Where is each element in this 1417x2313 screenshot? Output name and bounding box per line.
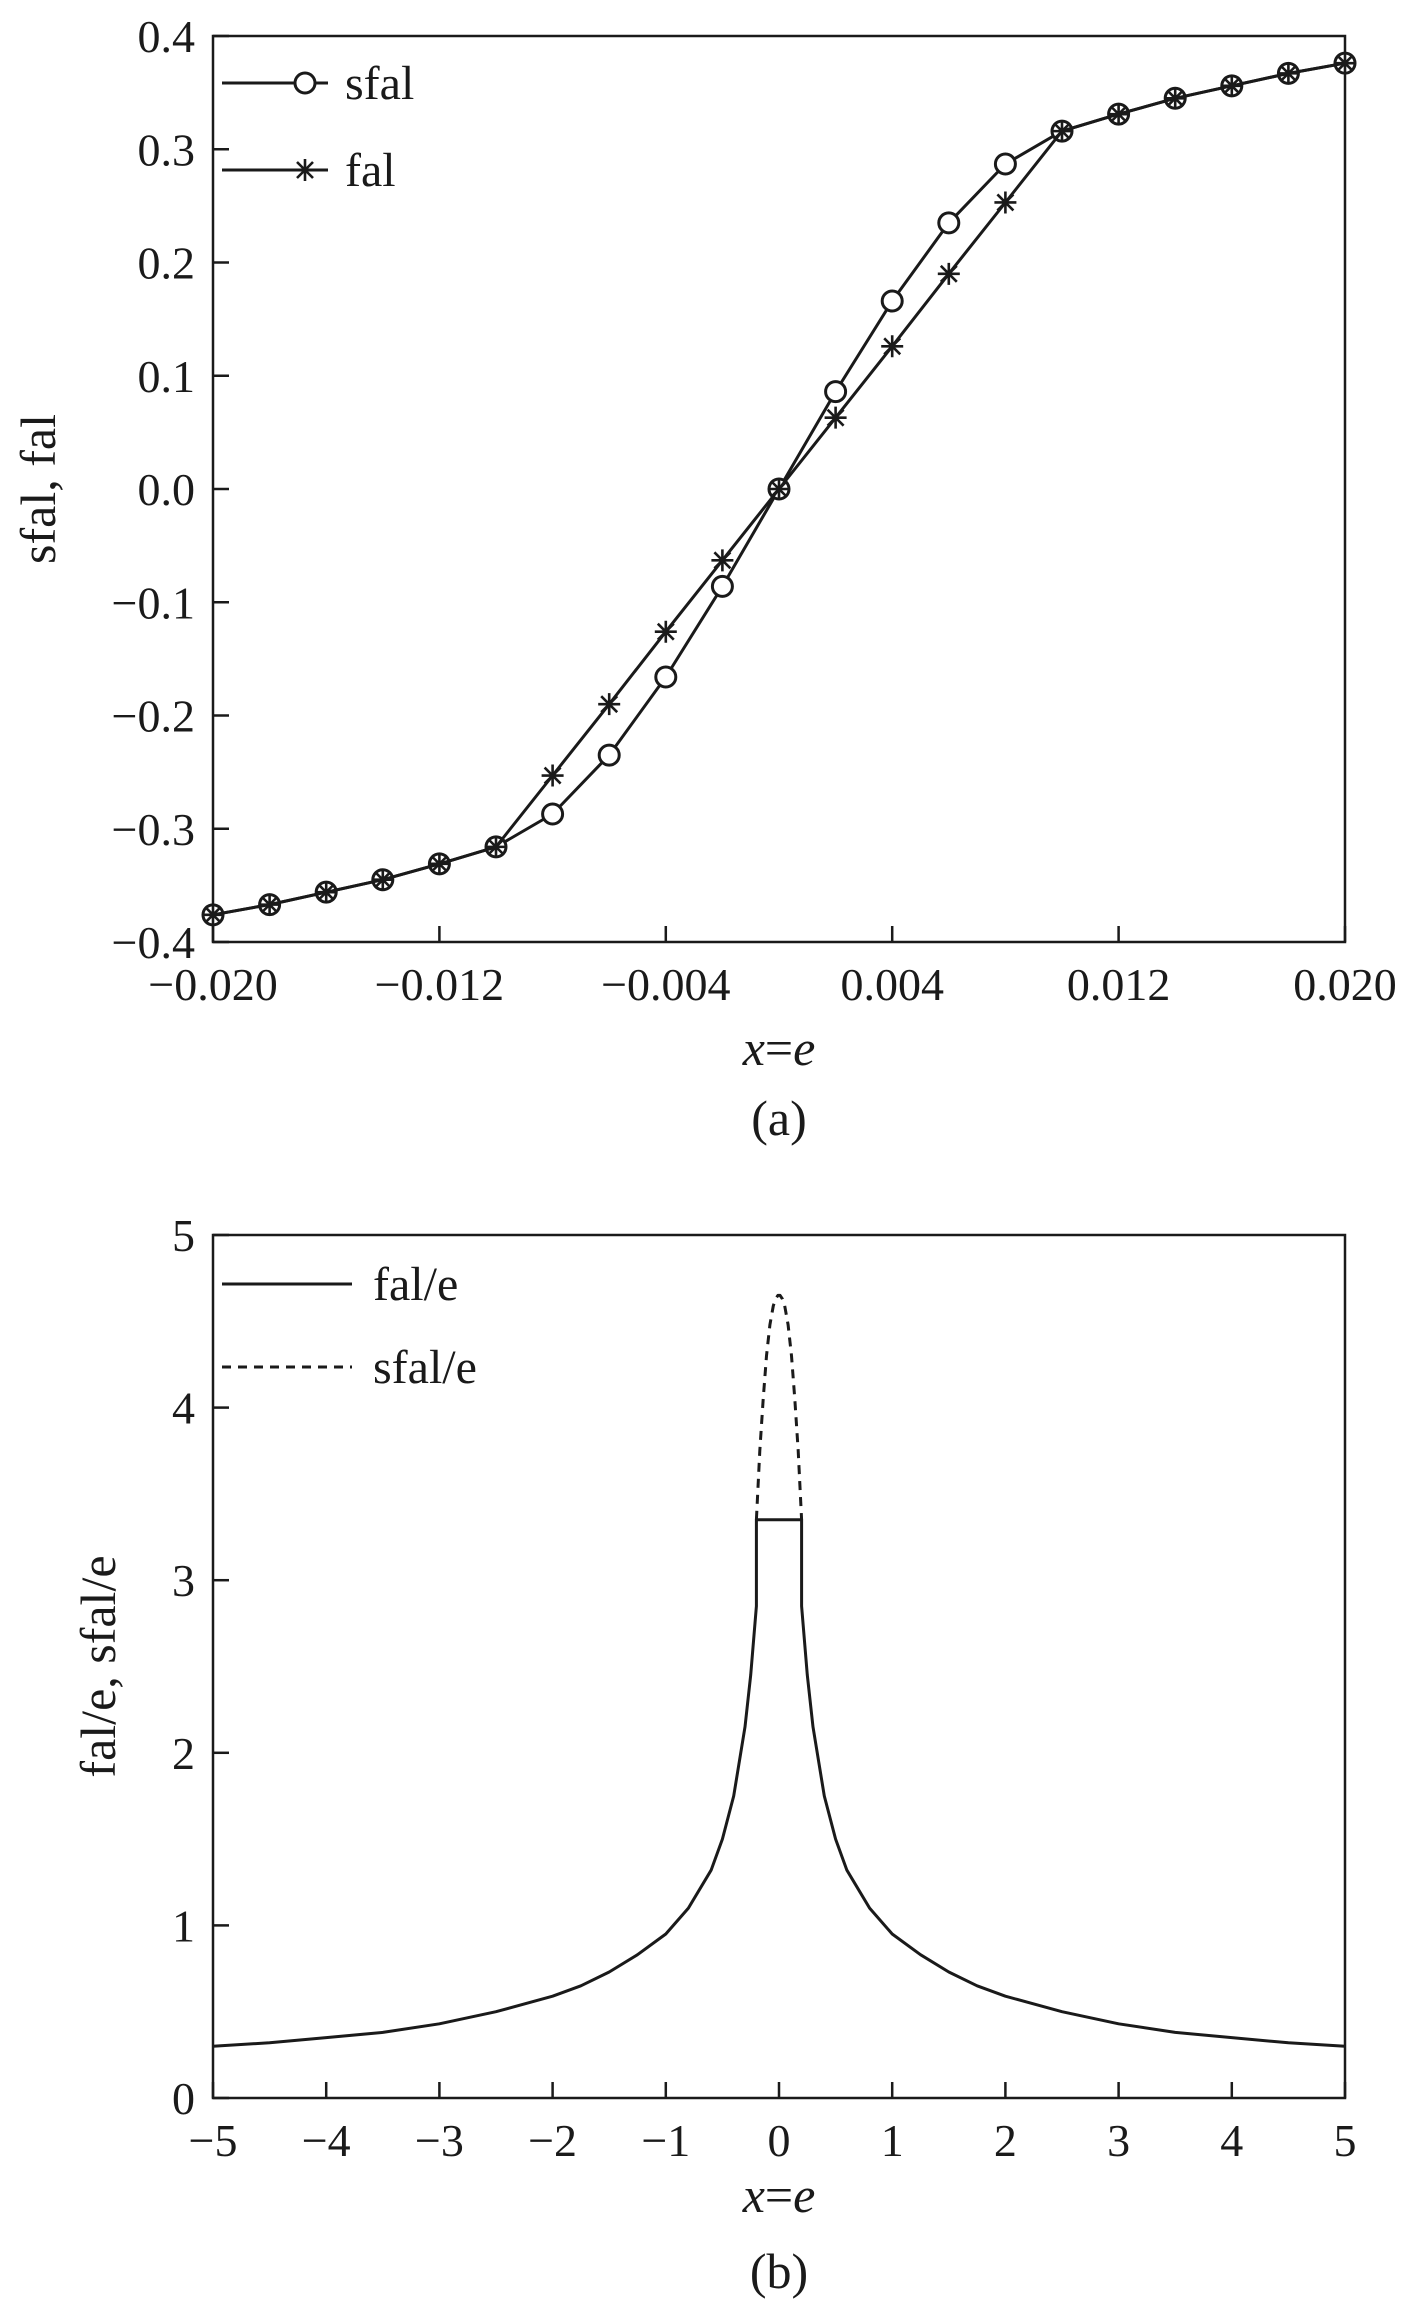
series-2-point (824, 406, 847, 429)
y-tick-label: 3 (172, 1555, 195, 1606)
x-tick-label: −0.020 (148, 959, 277, 1010)
y-tick-label: −0.2 (112, 691, 195, 742)
series-2-point (994, 191, 1017, 214)
y-tick-label: −0.1 (112, 577, 195, 628)
series-1-point (654, 665, 678, 689)
series-2-point (1164, 87, 1187, 110)
series-2-point (315, 881, 338, 904)
series-2-point (202, 903, 224, 926)
x-tick-label: −0.004 (601, 959, 730, 1010)
panel-b: −5 −4 −3 −2 −1 0 1 2 3 4 5 0 1 2 3 4 5 fal/e sfal/e x=e fal/… (70, 1210, 1357, 2299)
x-tick-label: 5 (1334, 2115, 1357, 2166)
x-tick-label: 4 (1220, 2115, 1243, 2166)
legend-marker-2 (294, 159, 316, 181)
x-axis-label: x=e (742, 2167, 816, 2223)
series-2-point (881, 335, 904, 358)
series-1-point (937, 211, 961, 235)
series-1-point (710, 574, 734, 598)
x-tick-label: 0.012 (1067, 959, 1171, 1010)
x-axis-label: x=e (742, 1020, 816, 1076)
x-tick-label: 0.020 (1293, 959, 1397, 1010)
series-2-point (1220, 74, 1243, 97)
series-2-point (541, 764, 564, 787)
series-2-point (768, 478, 790, 500)
y-tick-label: 0.0 (138, 464, 196, 515)
series-1-point (541, 802, 565, 826)
series-2-point (258, 893, 281, 916)
x-tick-label: −5 (189, 2115, 238, 2166)
x-tick-label: 3 (1107, 2115, 1130, 2166)
y-axis-label: sfal, fal (10, 414, 66, 564)
series-2-point (711, 549, 734, 572)
y-tick-label: −0.4 (112, 917, 195, 968)
x-tick-label: 0.004 (840, 959, 944, 1010)
y-tick-label: 0.2 (138, 238, 196, 289)
series-1-point (880, 289, 904, 313)
y-tick-label: 0.3 (138, 124, 196, 175)
legend-label-2: fal (345, 144, 396, 197)
y-tick-label: 5 (172, 1210, 195, 1261)
legend-label-1: fal/e (373, 1258, 458, 1311)
legend-label-2: sfal/e (373, 1341, 477, 1394)
x-tick-label: −1 (641, 2115, 690, 2166)
series-2-point (654, 620, 677, 643)
series-2-point (485, 835, 507, 858)
y-tick-label: 0.1 (138, 351, 196, 402)
y-axis-label: fal/e, sfal/e (70, 1555, 126, 1777)
series-1-point (597, 743, 621, 767)
x-tick-label: −4 (302, 2115, 351, 2166)
series-line-2 (754, 1293, 804, 1520)
y-tick-label: 1 (172, 1900, 195, 1951)
series-2-point (428, 852, 451, 875)
legend-marker-1 (293, 71, 317, 95)
series-1-point (993, 152, 1017, 176)
series-2-point (1277, 62, 1300, 85)
x-tick-label: −3 (415, 2115, 464, 2166)
series-line-1 (212, 1518, 1346, 2048)
panel-a: −0.020 −0.012 −0.004 0.004 0.012 0.020 −0.4 −0.… (10, 11, 1397, 1146)
series-2-point (1107, 103, 1130, 126)
series-2-point (598, 693, 621, 716)
x-tick-label: 0 (768, 2115, 791, 2166)
y-tick-label: 4 (172, 1383, 195, 1434)
series-2-point (937, 262, 960, 285)
legend-label-1: sfal (345, 57, 414, 110)
series-2-point (1051, 120, 1073, 143)
y-tick-label: 2 (172, 1728, 195, 1779)
y-tick-label: 0.4 (138, 11, 196, 62)
x-tick-label: −0.012 (375, 959, 504, 1010)
y-tick-label: 0 (172, 2073, 195, 2124)
panel-caption: (a) (751, 1090, 807, 1146)
series-2-point (371, 868, 394, 891)
panel-caption: (b) (750, 2243, 808, 2299)
series-1-point (824, 380, 848, 404)
x-tick-label: 2 (994, 2115, 1017, 2166)
series-2-point (1334, 52, 1356, 75)
x-tick-label: −2 (528, 2115, 577, 2166)
y-tick-label: −0.3 (112, 804, 195, 855)
x-tick-label: 1 (881, 2115, 904, 2166)
